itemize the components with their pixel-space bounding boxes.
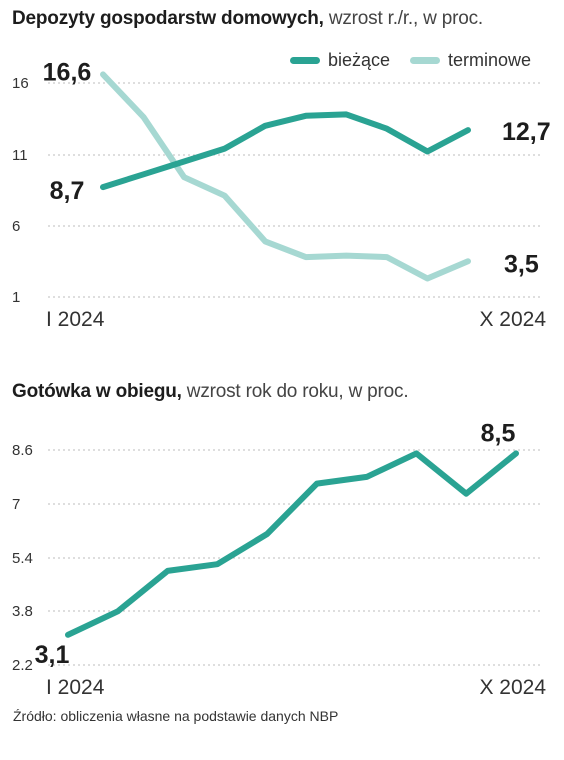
chart1-series-line-bieżące <box>100 111 471 191</box>
chart2-y-tick-label: 8.6 <box>12 442 33 459</box>
legend-item-biezace: bieżące <box>290 50 390 71</box>
legend-swatch-biezace <box>290 57 320 64</box>
chart1-title-bold: Depozyty gospodarstw domowych, <box>12 8 324 29</box>
chart2-y-tick-label: 7 <box>12 496 20 513</box>
legend-label-terminowe: terminowe <box>448 50 532 70</box>
chart2-data-label-start: 3,1 <box>35 641 70 669</box>
chart1-y-tick-label: 16 <box>12 75 29 92</box>
chart1-title: Depozyty gospodarstw domowych, wzrost r.… <box>12 8 483 30</box>
chart1-data-label-end: 12,7 <box>502 118 551 146</box>
chart1-x-end-label: X 2024 <box>479 308 546 331</box>
chart1-title-subtitle: wzrost r./r., w proc. <box>323 8 484 29</box>
chart2-title: Gotówka w obiegu, wzrost rok do roku, w … <box>12 381 409 403</box>
chart2-y-tick-label: 5.4 <box>12 550 33 567</box>
legend-swatch-terminowe <box>410 57 440 64</box>
source-note: Źródło: obliczenia własne na podstawie d… <box>13 708 339 724</box>
legend-item-terminowe: terminowe <box>410 50 531 71</box>
chart2-series-line-main <box>65 450 519 638</box>
chart1-series-line-terminowe <box>100 71 471 282</box>
chart2-data-label-end: 8,5 <box>481 419 516 447</box>
chart2-title-bold: Gotówka w obiegu, <box>12 381 182 402</box>
chart1-x-start-label: I 2024 <box>46 308 105 331</box>
chart1-data-label-start: 16,6 <box>43 58 92 86</box>
chart2-x-start-label: I 2024 <box>46 676 105 699</box>
chart1-y-tick-label: 1 <box>12 289 20 306</box>
chart2-x-end-label: X 2024 <box>479 676 546 699</box>
chart2-title-subtitle: wzrost rok do roku, w proc. <box>181 381 409 402</box>
legend-label-biezace: bieżące <box>328 50 391 70</box>
chart1-data-label-end: 3,5 <box>504 250 539 278</box>
chart1-data-label-start: 8,7 <box>50 177 85 205</box>
chart2-y-tick-label: 3.8 <box>12 603 33 620</box>
chart2-y-tick-label: 2.2 <box>12 657 33 674</box>
chart1-y-tick-label: 11 <box>12 147 28 164</box>
chart1-y-tick-label: 6 <box>12 218 20 235</box>
